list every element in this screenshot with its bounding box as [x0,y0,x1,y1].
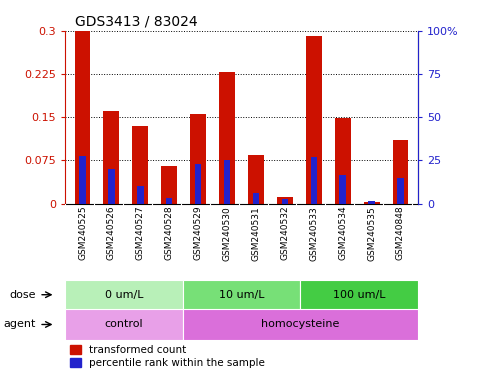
Text: 100 um/L: 100 um/L [333,290,385,300]
Bar [369,201,375,204]
Text: 0 um/L: 0 um/L [105,290,143,300]
Bar [190,114,206,204]
Text: GSM240534: GSM240534 [338,206,347,260]
Text: GSM240529: GSM240529 [194,206,203,260]
Text: GSM240525: GSM240525 [78,206,87,260]
Bar [253,193,259,204]
Bar [282,199,288,204]
Bar [195,164,201,204]
Bar [103,111,119,204]
Bar [248,155,264,204]
Bar [277,197,293,204]
Text: GSM240533: GSM240533 [309,206,318,261]
Legend: transformed count, percentile rank within the sample: transformed count, percentile rank withi… [71,345,265,368]
Bar [340,175,346,204]
Bar [183,280,300,309]
Bar [398,177,404,204]
Bar [335,118,351,204]
Bar [65,309,183,340]
Bar [306,36,322,204]
Text: GSM240535: GSM240535 [367,206,376,261]
Bar [300,280,418,309]
Bar [137,186,143,204]
Bar [65,280,183,309]
Bar [79,156,85,204]
Bar [161,166,177,204]
Bar [132,126,148,204]
Bar [219,72,235,204]
Bar [74,31,90,204]
Text: GSM240528: GSM240528 [165,206,174,260]
Bar [224,161,230,204]
Text: GDS3413 / 83024: GDS3413 / 83024 [75,15,198,29]
Text: GSM240848: GSM240848 [396,206,405,260]
Bar [65,204,418,280]
Text: 10 um/L: 10 um/L [219,290,264,300]
Text: agent: agent [3,319,36,329]
Text: dose: dose [9,290,36,300]
Text: control: control [105,319,143,329]
Text: GSM240526: GSM240526 [107,206,116,260]
Bar [393,140,409,204]
Text: GSM240527: GSM240527 [136,206,145,260]
Text: GSM240530: GSM240530 [223,206,231,261]
Text: homocysteine: homocysteine [261,319,340,329]
Bar [183,309,418,340]
Bar [166,198,172,204]
Text: GSM240531: GSM240531 [252,206,260,261]
Bar [364,202,380,204]
Text: GSM240532: GSM240532 [280,206,289,260]
Bar [108,169,114,204]
Bar [311,157,317,204]
